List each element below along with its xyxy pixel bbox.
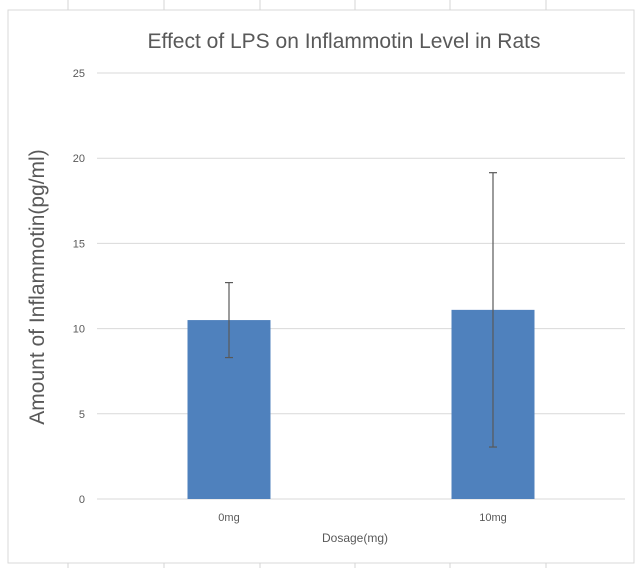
- y-tick-label: 5: [79, 409, 85, 421]
- y-tick-label: 20: [73, 153, 85, 165]
- x-axis-label: Dosage(mg): [322, 531, 388, 545]
- y-tick-label: 10: [73, 324, 85, 336]
- y-tick-label: 15: [73, 238, 85, 250]
- x-tick-label: 10mg: [479, 512, 507, 524]
- x-tick-label: 0mg: [218, 512, 239, 524]
- error-bar: [489, 172, 497, 448]
- error-bar: [225, 281, 233, 359]
- chart-title: Effect of LPS on Inflammotin Level in Ra…: [148, 30, 541, 53]
- y-tick-label: 25: [73, 68, 85, 80]
- y-tick-label: 0: [79, 494, 85, 506]
- y-axis-label: Amount of Inflammotin(pg/ml): [26, 149, 49, 424]
